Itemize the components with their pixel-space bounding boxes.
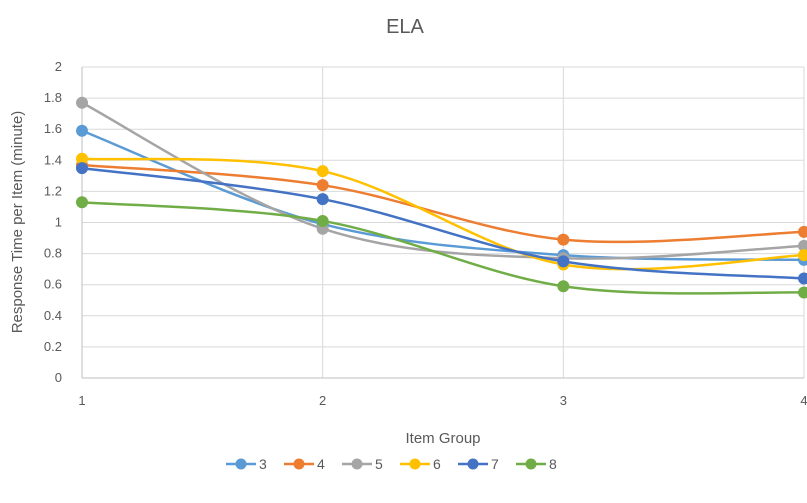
data-point [798, 286, 807, 299]
data-point [76, 124, 88, 137]
x-tick-label: 4 [800, 393, 807, 408]
y-tick-label: 0.8 [44, 246, 62, 261]
data-point [557, 233, 570, 246]
series-layer [76, 96, 807, 299]
y-tick-label: 0 [55, 370, 62, 385]
data-point [798, 225, 807, 238]
legend-marker [235, 458, 247, 470]
legend-label: 8 [549, 456, 557, 472]
y-tick-label: 1.4 [44, 152, 62, 167]
x-tick-label: 3 [560, 393, 567, 408]
chart-title: ELA [386, 16, 424, 38]
legend-item: 4 [284, 456, 325, 472]
series-line [80, 129, 806, 262]
data-point [557, 280, 570, 293]
legend-marker [351, 458, 363, 470]
series-7 [76, 162, 807, 285]
series-8 [76, 196, 807, 299]
y-tick-label: 1.6 [44, 121, 62, 136]
data-point [76, 196, 88, 209]
y-tick-label: 0.2 [44, 339, 62, 354]
series-3 [76, 124, 807, 266]
data-point [76, 162, 88, 175]
series-line [80, 201, 806, 295]
data-point [316, 165, 329, 178]
legend-marker [525, 458, 537, 470]
grid-layer [82, 66, 805, 378]
series-4 [76, 158, 807, 246]
data-point [798, 249, 807, 262]
y-tick-label: 0.6 [44, 277, 62, 292]
data-point [76, 96, 88, 109]
legend-label: 3 [259, 456, 267, 472]
y-axis-title: Response Time per Item (minute) [9, 111, 26, 334]
data-point [557, 255, 570, 268]
series-line [80, 166, 806, 280]
data-point [316, 193, 329, 206]
data-point [798, 272, 807, 285]
legend-label: 4 [317, 456, 325, 472]
legend-item: 5 [342, 456, 383, 472]
legend-label: 7 [491, 456, 499, 472]
legend-item: 8 [516, 456, 557, 472]
x-axis-title: Item Group [405, 430, 480, 447]
y-tick-label: 1.2 [44, 183, 62, 198]
data-point [316, 179, 329, 192]
x-tick-label: 1 [78, 393, 85, 408]
legend-item: 3 [226, 456, 267, 472]
y-tick-label: 1 [55, 215, 62, 230]
legend-label: 6 [433, 456, 441, 472]
legend-marker [409, 458, 421, 470]
y-tick-label: 2 [55, 59, 62, 74]
legend-item: 7 [458, 456, 499, 472]
y-tick-label: 0.4 [44, 308, 62, 323]
legend-marker [467, 458, 479, 470]
data-point [316, 214, 329, 227]
y-tick-label: 1.8 [44, 90, 62, 105]
axis-layer: 0 0.2 0.4 0.6 0.8 1 1.2 1.4 1.6 1.8 2 1 2 3 4 [44, 59, 807, 408]
legend-item: 6 [400, 456, 441, 472]
series-line [80, 163, 806, 244]
legend-label: 5 [375, 456, 383, 472]
series-6 [76, 152, 807, 271]
series-line [80, 157, 806, 271]
x-tick-label: 2 [319, 393, 326, 408]
legend: 3 4 5 6 7 8 [226, 456, 557, 472]
legend-marker [293, 458, 305, 470]
